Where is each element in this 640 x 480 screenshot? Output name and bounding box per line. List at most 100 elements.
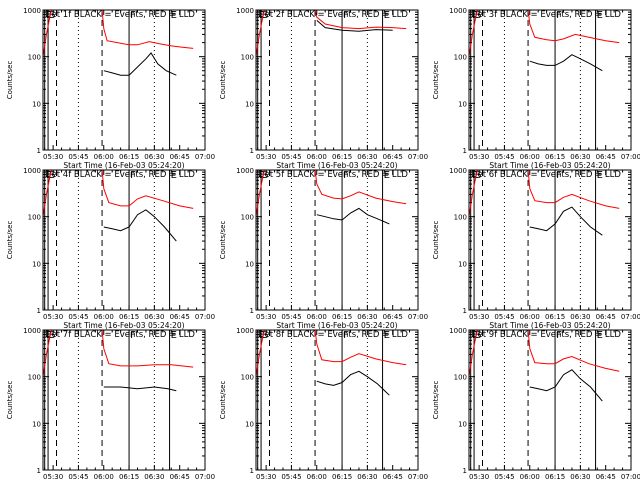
- marker-label: E: [472, 330, 478, 341]
- data-series-line: [42, 169, 194, 217]
- data-series-line: [255, 9, 407, 57]
- x-axis-label: Start Time (16-Feb-03 05:24:20): [276, 161, 397, 170]
- x-tick-label: 06:30: [570, 313, 590, 321]
- chart-title: Det 4f BLACK = Events, RED = LLD: [45, 170, 195, 180]
- x-tick-label: 06:15: [545, 473, 565, 480]
- x-tick-label: 05:30: [43, 473, 63, 480]
- marker-label: S: [475, 10, 481, 21]
- plot-frame: [255, 329, 419, 471]
- x-tick-label: 07:00: [408, 473, 428, 480]
- y-axis-label: Counts/sec: [432, 61, 440, 100]
- y-tick-label: 1000: [449, 327, 467, 335]
- chart-panel: Det 5f BLACK = Events, RED = LLD Counts/s…: [219, 167, 428, 330]
- data-series-line: [468, 169, 620, 217]
- marker-label: E: [597, 170, 603, 181]
- marker-label: E: [259, 330, 265, 341]
- x-tick-label: 05:30: [469, 473, 489, 480]
- chart-panel: Det 8f BLACK = Events, RED = LLD Counts/s…: [219, 327, 428, 480]
- marker-label: E: [259, 170, 265, 181]
- data-series-line: [529, 54, 603, 72]
- data-series-line: [42, 9, 194, 57]
- plot-frame: [468, 9, 632, 151]
- marker-label: E: [472, 10, 478, 21]
- x-tick-label: 06:45: [596, 473, 616, 480]
- chart-title: Det 7f BLACK = Events, RED = LLD: [45, 330, 195, 340]
- x-tick-label: 07:00: [408, 313, 428, 321]
- y-tick-label: 1: [37, 147, 41, 155]
- marker-label: E: [472, 170, 478, 181]
- x-tick-label: 06:30: [570, 473, 590, 480]
- x-tick-label: 06:00: [94, 313, 114, 321]
- marker-label: S: [262, 330, 268, 341]
- chart-title: Det 1f BLACK = Events, RED = LLD: [45, 10, 195, 20]
- x-tick-label: 05:45: [281, 313, 301, 321]
- x-tick-label: 06:00: [307, 313, 327, 321]
- marker-label: F: [343, 330, 349, 341]
- x-tick-label: 06:45: [170, 153, 190, 161]
- data-series-line: [468, 329, 620, 377]
- x-tick-label: 06:45: [383, 473, 403, 480]
- y-tick-label: 100: [241, 54, 254, 62]
- chart-panel: Det 2f BLACK = Events, RED = LLD Counts/s…: [219, 7, 428, 170]
- y-tick-label: 1: [463, 467, 467, 475]
- plot-frame: [42, 169, 206, 311]
- plot-frame: [255, 169, 419, 311]
- x-tick-label: 06:15: [332, 153, 352, 161]
- x-tick-label: 06:45: [596, 313, 616, 321]
- marker-label: E: [46, 170, 52, 181]
- marker-label: F: [130, 330, 136, 341]
- marker-label: F: [130, 170, 136, 181]
- y-tick-label: 1000: [236, 167, 254, 175]
- x-tick-label: 05:30: [256, 153, 276, 161]
- y-axis-label: Counts/sec: [6, 61, 14, 100]
- marker-label: S: [262, 10, 268, 21]
- y-tick-label: 10: [458, 100, 467, 108]
- y-tick-label: 1000: [23, 167, 41, 175]
- x-tick-label: 07:00: [621, 153, 640, 161]
- x-tick-label: 06:30: [357, 473, 377, 480]
- x-tick-label: 06:15: [332, 473, 352, 480]
- plot-frame: [42, 9, 206, 151]
- y-tick-label: 1000: [236, 327, 254, 335]
- x-tick-label: 07:00: [408, 153, 428, 161]
- x-tick-label: 05:45: [281, 473, 301, 480]
- y-tick-label: 1000: [23, 7, 41, 15]
- chart-title: Det 8f BLACK = Events, RED = LLD: [258, 330, 408, 340]
- chart-panel: Det 7f BLACK = Events, RED = LLD Counts/s…: [6, 327, 215, 480]
- data-series-line: [468, 9, 620, 57]
- y-axis-label: Counts/sec: [432, 381, 440, 420]
- y-axis-label: Counts/sec: [219, 221, 227, 260]
- plot-frame: [42, 329, 206, 471]
- x-tick-label: 07:00: [621, 313, 640, 321]
- marker-label: E: [259, 10, 265, 21]
- data-series-line: [316, 207, 390, 225]
- marker-label: E: [597, 10, 603, 21]
- y-tick-label: 10: [245, 260, 254, 268]
- marker-label: S: [49, 10, 55, 21]
- x-tick-label: 06:30: [570, 153, 590, 161]
- chart-title: Det 6f BLACK = Events, RED = LLD: [471, 170, 621, 180]
- y-axis-label: Counts/sec: [6, 381, 14, 420]
- x-tick-label: 06:30: [357, 313, 377, 321]
- y-tick-label: 100: [241, 214, 254, 222]
- y-tick-label: 10: [32, 420, 41, 428]
- x-tick-label: 06:30: [144, 153, 164, 161]
- y-axis-label: Counts/sec: [432, 221, 440, 260]
- x-tick-label: 05:45: [494, 153, 514, 161]
- x-tick-label: 07:00: [195, 153, 215, 161]
- y-tick-label: 10: [245, 100, 254, 108]
- marker-label: S: [475, 330, 481, 341]
- x-tick-label: 05:45: [68, 313, 88, 321]
- x-tick-label: 06:15: [545, 313, 565, 321]
- x-tick-label: 06:30: [357, 153, 377, 161]
- y-tick-label: 100: [454, 214, 467, 222]
- x-tick-label: 05:45: [494, 313, 514, 321]
- x-tick-label: 05:30: [256, 313, 276, 321]
- x-tick-label: 06:15: [545, 153, 565, 161]
- plot-frame: [468, 169, 632, 311]
- y-axis-label: Counts/sec: [6, 221, 14, 260]
- y-tick-label: 10: [458, 260, 467, 268]
- y-axis-label: Counts/sec: [219, 381, 227, 420]
- chart-panel: Det 3f BLACK = Events, RED = LLD Counts/s…: [432, 7, 640, 170]
- y-tick-label: 1: [463, 307, 467, 315]
